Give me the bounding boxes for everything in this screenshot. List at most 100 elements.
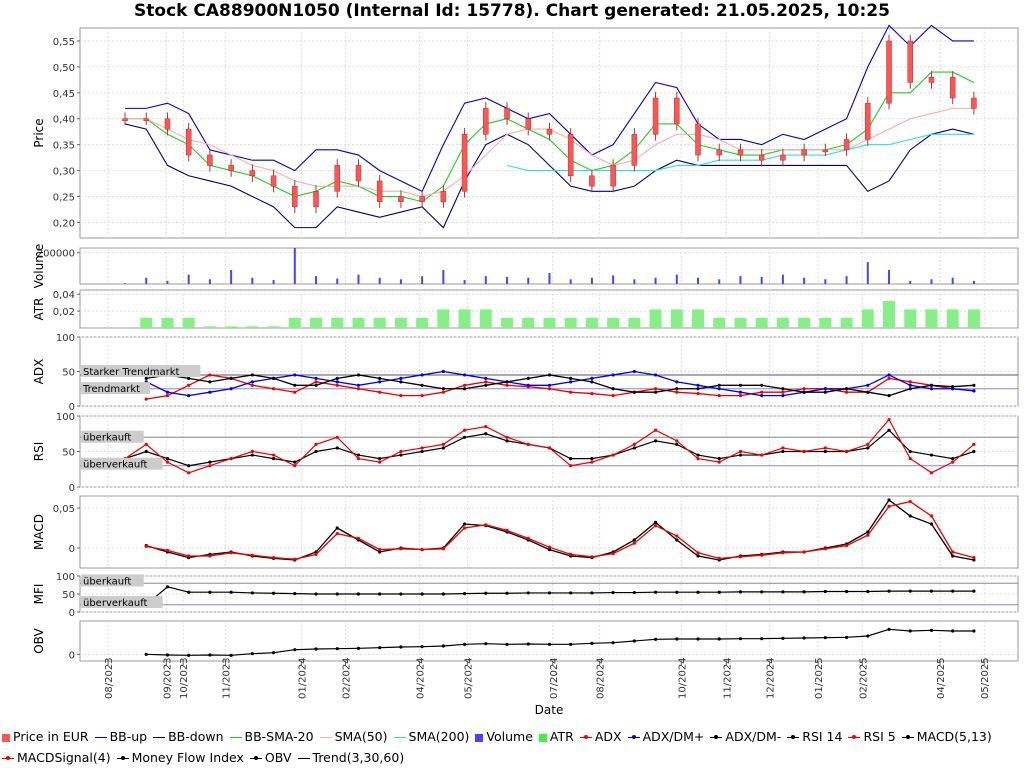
price-candle <box>780 154 786 161</box>
atr-bar <box>564 317 577 328</box>
macd-series-macd-5-13- <box>146 499 975 561</box>
legend-label: RSI 5 <box>863 729 896 744</box>
x-axis-label: Date <box>535 703 564 717</box>
obv-point <box>208 653 212 657</box>
adx-point <box>675 390 679 394</box>
rsi-point <box>653 439 658 443</box>
price-candle <box>376 180 383 202</box>
obv-point <box>229 653 233 657</box>
adx-point <box>420 383 424 387</box>
rsi-point <box>420 446 424 450</box>
legend-item: BB-up <box>94 726 147 747</box>
price-candle <box>907 40 913 83</box>
macd-point <box>908 514 912 518</box>
adx-point <box>526 383 530 387</box>
mfi-point <box>462 592 467 596</box>
obv-series-obv <box>146 628 974 656</box>
adx-point <box>653 387 658 391</box>
adx-point <box>781 390 785 394</box>
adx-point <box>271 376 276 380</box>
obv-point <box>972 629 976 633</box>
adx-point <box>717 383 721 387</box>
legend-label: ADX/DM- <box>725 729 782 744</box>
volume-bar <box>590 277 593 284</box>
adx-point <box>420 373 424 377</box>
atr-bar <box>288 317 301 328</box>
adx-point <box>738 394 743 398</box>
obv-point <box>250 652 254 656</box>
mfi-ytick-label: 50 <box>62 590 75 601</box>
obv-point <box>611 641 615 645</box>
rsi-point <box>505 435 509 439</box>
adx-point <box>335 383 339 387</box>
rsi-point <box>632 446 636 450</box>
mfi-point <box>208 590 212 594</box>
atr-bar <box>331 317 344 328</box>
chart-canvas: 0,20 0,25 0,30 0,35 0,40 0,45 0,50 0,55 Price 200… <box>32 24 1019 717</box>
volume-bar <box>612 275 615 284</box>
atr-bar <box>479 309 492 328</box>
adx-point <box>187 394 191 398</box>
x-tick-label: 10/2023 <box>179 657 190 699</box>
obv-ytick-label: 0 <box>69 650 75 661</box>
atr-bar <box>373 317 386 328</box>
atr-bar <box>203 326 216 328</box>
volume-bar <box>569 279 572 284</box>
adx-ytick-label: 50 <box>62 368 75 379</box>
adx-point <box>590 391 594 396</box>
atr-bar <box>522 317 535 328</box>
legend-swatch <box>538 733 547 742</box>
macd-point <box>547 545 552 549</box>
atr-bar <box>585 317 598 328</box>
price-candle <box>695 123 701 156</box>
atr-bar <box>501 317 514 328</box>
price-candle <box>546 128 553 135</box>
macd-point <box>399 547 403 551</box>
adx-point <box>866 390 870 394</box>
rsi-point <box>972 449 976 454</box>
price-ytick-label: 0,35 <box>53 141 75 152</box>
adx-point <box>462 373 467 377</box>
atr-bar <box>458 309 471 328</box>
obv-point <box>632 639 636 643</box>
price-candle <box>822 149 829 153</box>
adx-strong-annotation: Starker Trendmarkt <box>81 364 201 378</box>
volume-bar <box>760 276 763 284</box>
mfi-point <box>441 592 445 596</box>
rsi-point <box>887 417 891 422</box>
mfi-point <box>738 590 743 594</box>
adx-point <box>569 390 573 394</box>
price-candle <box>589 175 595 187</box>
rsi-point <box>441 446 445 450</box>
adx-point <box>569 376 573 380</box>
macd-point <box>653 524 658 528</box>
rsi-point <box>378 460 382 464</box>
macd-point <box>484 523 488 527</box>
price-candle <box>398 196 404 202</box>
rsi-point <box>717 460 721 464</box>
atr-bar <box>734 317 747 328</box>
x-tick-label: 12/2024 <box>765 657 776 699</box>
price-candle <box>122 118 128 121</box>
obv-point <box>420 645 424 649</box>
adx-point <box>887 376 891 380</box>
macd-point <box>293 557 297 561</box>
adx-point <box>547 383 552 387</box>
macd-point <box>335 532 339 536</box>
macd-point <box>653 520 658 525</box>
adx-point <box>632 390 636 394</box>
volume-bar <box>124 283 127 284</box>
obv-point <box>441 644 445 648</box>
obv-point <box>823 636 827 640</box>
mfi-oversold-annotation: überverkauft <box>81 596 163 609</box>
adx-point <box>929 383 934 387</box>
obv-point <box>887 627 891 631</box>
adx-point <box>696 391 700 396</box>
adx-point <box>781 387 785 391</box>
adx-point <box>144 397 148 401</box>
adx-point <box>908 387 912 391</box>
rsi-point <box>420 449 424 454</box>
volume-bar <box>951 277 954 284</box>
price-candle <box>652 97 659 135</box>
legend-swatch <box>787 735 800 739</box>
